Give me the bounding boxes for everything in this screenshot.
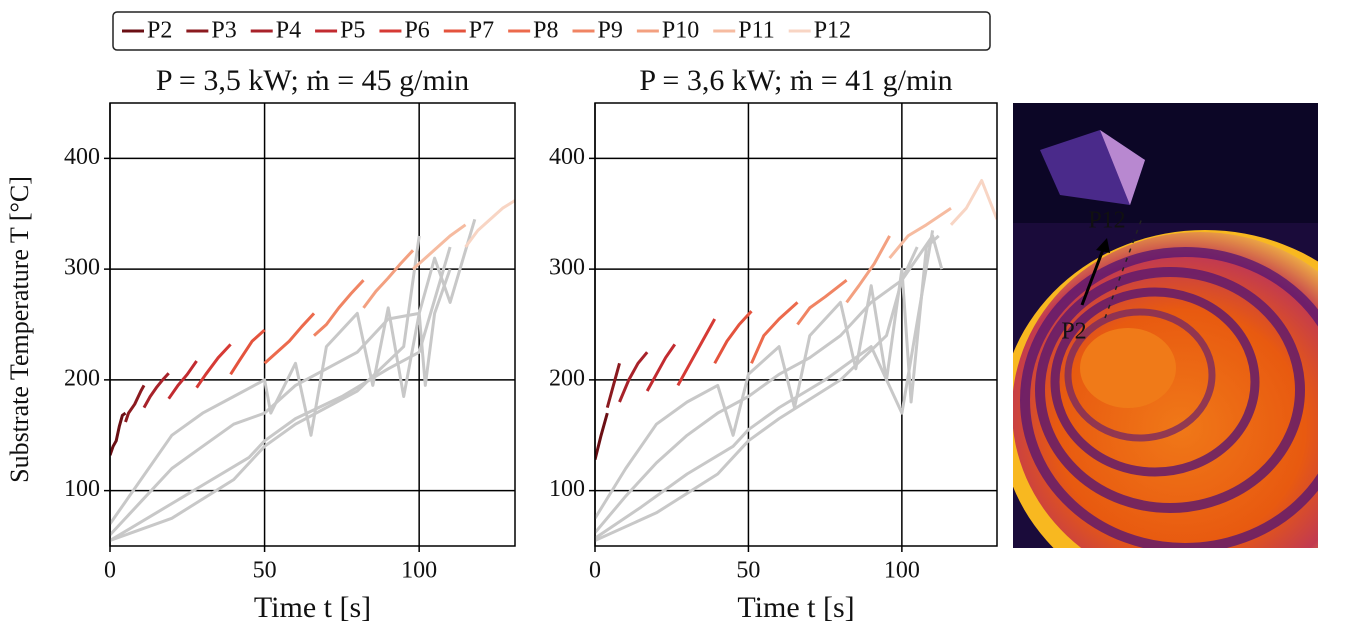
legend-label: P4 (276, 18, 301, 44)
legend-label: P2 (147, 18, 172, 44)
y-tick-label: 200 (64, 365, 100, 391)
x-tick-label: 100 (884, 558, 920, 584)
x-tick-label: 50 (736, 558, 760, 584)
background-line (110, 246, 452, 542)
background-line (110, 235, 421, 542)
legend-label: P5 (340, 18, 365, 44)
series-line (362, 249, 415, 309)
x-tick-label: 0 (104, 558, 116, 584)
chart-title: P = 3,6 kW; ṁ = 41 g/min (639, 64, 952, 97)
series-line (263, 312, 316, 365)
y-axis-label: Substrate Temperature T [°C] (5, 176, 34, 483)
legend-label: P7 (469, 18, 494, 44)
series-line (645, 343, 677, 392)
x-axis-label: Time t [s] (254, 591, 371, 624)
series-line (618, 351, 649, 403)
chart-title: P = 3,5 kW; ṁ = 45 g/min (156, 64, 469, 97)
legend-label: P8 (533, 18, 558, 44)
legend-label: P10 (662, 18, 699, 44)
y-tick-label: 300 (549, 255, 585, 281)
series-line (229, 328, 266, 376)
series-line (949, 179, 997, 226)
series-line (412, 223, 467, 271)
background-line (595, 246, 919, 542)
thermal-image (1013, 103, 1318, 548)
y-tick-label: 400 (549, 144, 585, 170)
series-line (676, 318, 717, 387)
series-line (167, 360, 198, 400)
series-line (713, 310, 753, 365)
legend-label: P11 (738, 18, 774, 44)
y-tick-label: 200 (549, 365, 585, 391)
legend-label: P9 (598, 18, 623, 44)
x-tick-label: 50 (253, 558, 277, 584)
series-line (142, 372, 170, 409)
series-line (195, 343, 232, 389)
legend-label: P12 (814, 18, 851, 44)
background-line (110, 218, 477, 536)
legend: P2 P3 P4 P5 P6 P7 P8 P9 P10 P11 P12 (122, 18, 851, 44)
image-label: P2 (1061, 319, 1086, 345)
background-line (110, 268, 452, 525)
plot-frame (594, 102, 998, 547)
x-tick-label: 100 (401, 558, 437, 584)
background-line (595, 234, 940, 520)
y-tick-label: 300 (64, 255, 100, 281)
series-line (595, 412, 609, 460)
series-line (312, 279, 365, 337)
legend-label: P6 (404, 18, 429, 44)
series-line (796, 279, 848, 326)
series-line (750, 301, 799, 364)
series-line (845, 235, 891, 304)
series-line (124, 384, 146, 423)
x-axis-label: Time t [s] (737, 591, 854, 624)
legend-label: P3 (211, 18, 236, 44)
series-line (464, 199, 515, 248)
y-tick-label: 100 (64, 476, 100, 502)
series-line (605, 362, 621, 408)
plot-lines (110, 199, 515, 542)
image-label: P12 (1088, 208, 1125, 234)
legend-box (112, 11, 991, 51)
y-tick-label: 400 (64, 144, 100, 170)
x-tick-label: 0 (589, 558, 601, 584)
y-tick-label: 100 (549, 476, 585, 502)
background-line (595, 230, 935, 540)
plot-frame (109, 102, 516, 547)
series-line (888, 206, 952, 260)
plot-lines (595, 179, 997, 542)
series-line (110, 411, 127, 456)
